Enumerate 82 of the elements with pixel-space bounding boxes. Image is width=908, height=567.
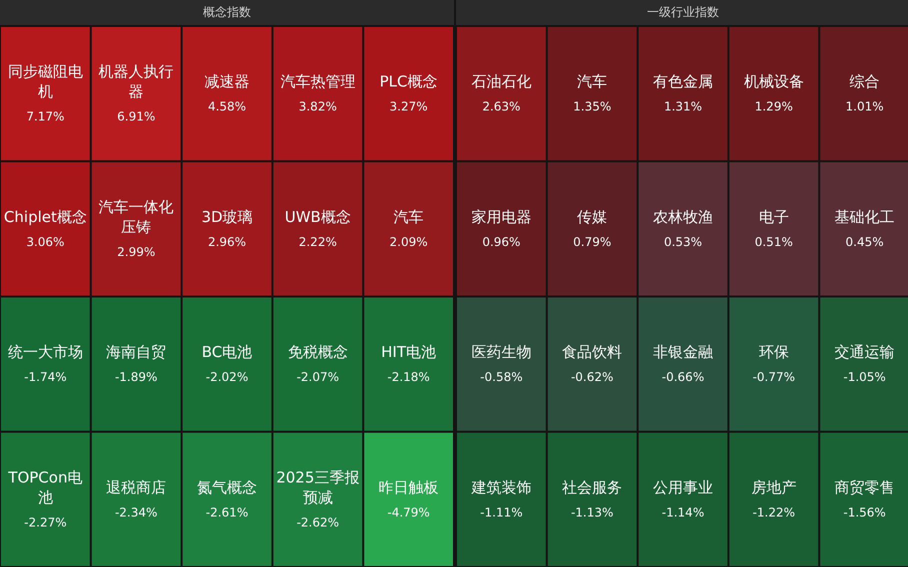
data-label: 2.09% xyxy=(390,234,428,249)
data-label: 0.96% xyxy=(482,234,520,249)
data-label: -2.07% xyxy=(296,370,340,384)
category-label: 统一大市场 xyxy=(8,343,83,362)
category-label: PLC概念 xyxy=(380,72,438,91)
category-label: 汽车热管理 xyxy=(280,72,356,91)
data-label: -0.58% xyxy=(480,370,523,384)
data-label: 2.63% xyxy=(482,100,520,114)
category-label: 电子 xyxy=(758,208,789,226)
category-label: 家用电器 xyxy=(471,208,532,226)
data-label: -1.14% xyxy=(662,505,704,520)
category-label: 石油石化 xyxy=(471,72,532,91)
data-label: -1.89% xyxy=(114,370,158,384)
data-label: -1.56% xyxy=(843,505,886,520)
data-label: -2.62% xyxy=(296,515,340,530)
category-label: 综合 xyxy=(850,72,880,91)
data-label: 2.99% xyxy=(117,244,156,259)
data-label: -2.34% xyxy=(114,505,158,520)
data-label: 3.06% xyxy=(26,234,64,249)
data-label: -1.22% xyxy=(752,505,796,520)
category-label: 食品饮料 xyxy=(562,343,622,362)
category-label: 有色金属 xyxy=(653,72,713,91)
category-label: 社会服务 xyxy=(562,478,622,496)
data-label: -2.61% xyxy=(206,505,248,520)
category-label: 非银金融 xyxy=(653,343,713,362)
data-label: -0.66% xyxy=(662,370,704,384)
data-label: -1.11% xyxy=(480,505,523,520)
data-label: -2.27% xyxy=(24,515,67,530)
data-label: 2.22% xyxy=(298,234,337,249)
category-label: 免税概念 xyxy=(288,343,348,362)
category-label: 减速器 xyxy=(204,72,250,91)
category-label: 汽车 xyxy=(577,72,608,91)
category-label: 交通运输 xyxy=(834,343,895,362)
text: 一级行业指数 xyxy=(456,0,908,25)
data-label: 1.35% xyxy=(573,100,612,114)
data-label: -2.02% xyxy=(206,370,248,384)
category-label: 汽车 xyxy=(394,208,424,226)
data-label: 0.79% xyxy=(573,234,612,249)
data-label: -4.79% xyxy=(387,505,430,520)
category-label: 3D玻璃 xyxy=(201,208,253,226)
data-label: -1.74% xyxy=(24,370,67,384)
data-label: -0.62% xyxy=(570,370,614,384)
data-label: 0.51% xyxy=(754,234,793,249)
category-label: 农林牧渔 xyxy=(653,208,713,226)
category-label: 传媒 xyxy=(577,208,608,226)
data-label: 1.01% xyxy=(846,100,884,114)
data-label: 1.29% xyxy=(754,100,793,114)
text: 概念指数 xyxy=(0,0,454,25)
category-label: 建筑装饰 xyxy=(470,478,532,496)
data-label: -2.18% xyxy=(387,370,430,384)
category-label: 医药生物 xyxy=(471,343,532,362)
data-label: 0.53% xyxy=(664,234,702,249)
category-label: 昨日触板 xyxy=(378,478,439,496)
category-label: 机器人执行器 xyxy=(98,62,174,101)
category-label: 汽车一体化压铸 xyxy=(98,198,174,236)
data-label: 3.82% xyxy=(298,100,337,114)
category-label: 基础化工 xyxy=(834,208,895,226)
category-label: 商贸零售 xyxy=(834,478,895,496)
category-label: 海南自贸 xyxy=(106,343,166,362)
data-label: 6.91% xyxy=(117,110,156,124)
category-label: HIT电池 xyxy=(381,343,436,362)
data-label: 1.31% xyxy=(664,100,702,114)
category-label: 同步磁阻电机 xyxy=(8,62,83,101)
data-label: 0.45% xyxy=(846,234,884,249)
category-label: 氮气概念 xyxy=(197,478,257,496)
data-label: -1.05% xyxy=(843,370,886,384)
data-label: -1.13% xyxy=(570,505,614,520)
category-label: 房地产 xyxy=(751,478,796,496)
category-label: 公用事业 xyxy=(653,478,713,496)
category-label: 2025三季报预减 xyxy=(276,468,360,506)
data-label: 2.96% xyxy=(208,234,246,249)
data-label: 3.27% xyxy=(390,100,428,114)
data-label: -0.77% xyxy=(752,370,796,384)
category-label: 退税商店 xyxy=(106,478,166,496)
category-label: 环保 xyxy=(758,343,789,362)
category-label: Chiplet概念 xyxy=(4,208,87,226)
category-label: UWB概念 xyxy=(284,208,351,226)
category-label: TOPCon电池 xyxy=(7,468,82,506)
data-label: 4.58% xyxy=(208,100,246,114)
category-label: BC电池 xyxy=(202,343,252,362)
category-label: 机械设备 xyxy=(744,72,804,91)
data-label: 7.17% xyxy=(26,110,64,124)
